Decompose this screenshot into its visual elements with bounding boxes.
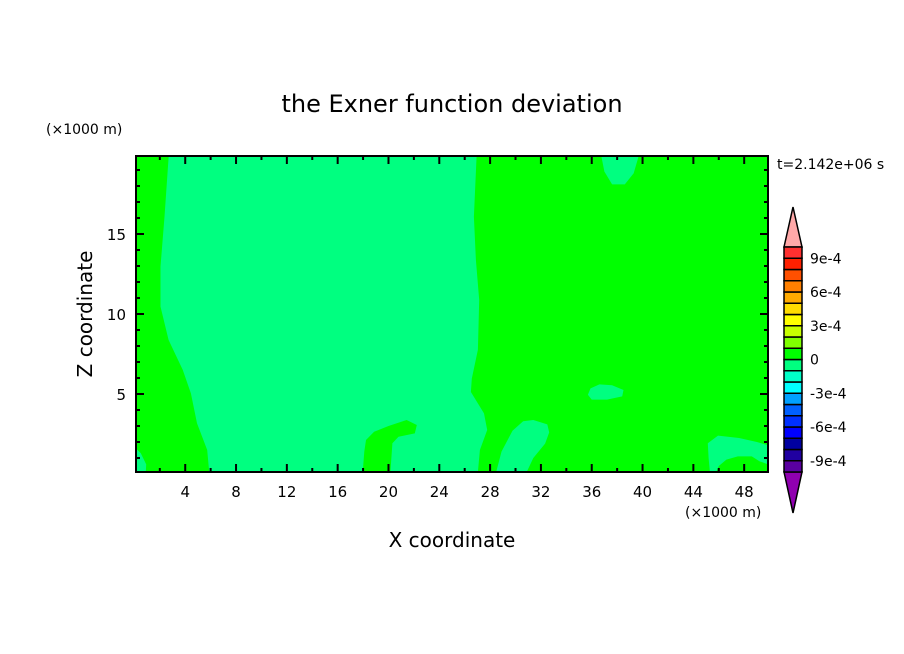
colorbar-label: 6e-4 [810,285,842,301]
y-axis-label: Z coordinate [73,251,97,378]
colorbar-box [783,448,803,462]
x-tick-label: 48 [735,483,754,501]
x-tick-label: 44 [684,483,703,501]
time-label: t=2.142e+06 s [777,157,884,173]
colorbar-label: -9e-4 [810,454,847,470]
colorbar-box [783,313,803,327]
colorbar-box [783,325,803,338]
contour-region-1 [601,156,639,185]
x-tick-label: 40 [633,483,652,501]
colorbar-box [783,415,803,428]
colorbar-box [783,358,803,372]
y-tick-label: 5 [116,386,126,404]
colorbar-box [783,381,803,394]
colorbar-box [783,347,803,361]
x-tick-label: 20 [379,483,398,501]
colorbar-box [783,246,803,259]
colorbar-box [783,403,803,417]
contour-region-0 [160,156,488,472]
contour-region-3 [496,420,550,472]
contour-region-4 [707,435,768,472]
chart-title: the Exner function deviation [281,90,622,118]
colorbar-box [783,336,803,349]
x-tick-label: 8 [231,483,241,501]
y-tick-label: 15 [107,226,126,244]
y-tick-label: 10 [107,306,126,324]
x-tick-label: 32 [531,483,550,501]
colorbar-label: -3e-4 [810,386,847,402]
colorbar-box [783,302,803,316]
colorbar-under-triangle [783,471,803,514]
contour-field [136,156,768,472]
x-tick-label: 12 [277,483,296,501]
colorbar-label: 9e-4 [810,251,842,267]
x-tick-label: 28 [481,483,500,501]
colorbar: 9e-4 6e-4 3e-4 0 -3e-4 -6e-4 -9e-4 [783,206,847,514]
colorbar-over-triangle [783,206,803,248]
y-unit-label: (×1000 m) [46,122,122,138]
x-tick-label: 36 [582,483,601,501]
colorbar-box [783,460,803,473]
colorbar-box [783,257,803,271]
colorbar-box [783,437,803,451]
x-axis-label: X coordinate [389,528,516,552]
colorbar-box [783,291,803,304]
colorbar-box [783,268,803,282]
x-tick-label: 16 [328,483,347,501]
contour-region-2 [587,384,624,400]
x-tick-label: 4 [180,483,190,501]
x-unit-label: (×1000 m) [685,505,761,521]
contour-region-5 [136,448,147,472]
colorbar-label: 0 [810,353,819,369]
colorbar-box [783,426,803,439]
colorbar-box [783,370,803,383]
colorbar-label: -6e-4 [810,420,847,436]
colorbar-box [783,392,803,406]
colorbar-label: 3e-4 [810,319,842,335]
x-tick-label: 24 [430,483,449,501]
colorbar-box [783,280,803,293]
